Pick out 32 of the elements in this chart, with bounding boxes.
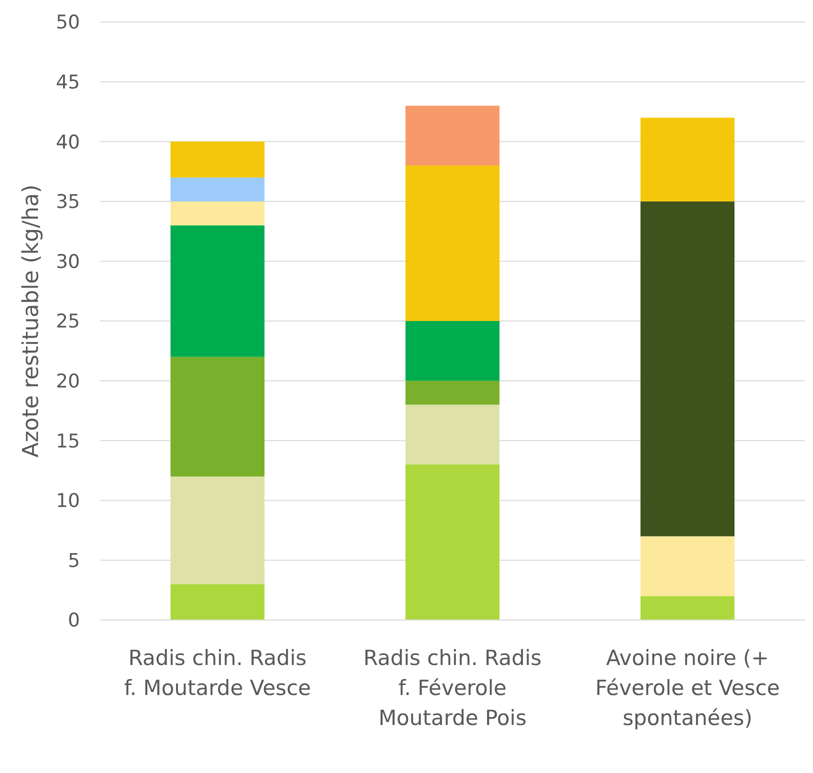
y-tick-label: 5 bbox=[68, 550, 80, 572]
bar bbox=[640, 118, 734, 202]
bar bbox=[170, 584, 264, 620]
y-axis-title: Azote restituable (kg/ha) bbox=[19, 184, 44, 458]
bar bbox=[170, 476, 264, 584]
bar bbox=[406, 321, 500, 381]
bar bbox=[406, 404, 500, 465]
bar bbox=[640, 201, 734, 536]
bar bbox=[640, 596, 734, 620]
x-tick-label: Radis chin. Radis f. Féverole Moutarde Pois bbox=[363, 646, 542, 730]
bar bbox=[170, 356, 264, 476]
bar bbox=[406, 380, 500, 405]
bar bbox=[406, 166, 500, 321]
y-tick-label: 20 bbox=[56, 370, 80, 392]
y-tick-label: 10 bbox=[56, 490, 80, 512]
y-tick-label: 45 bbox=[56, 71, 80, 94]
y-tick-label: 50 bbox=[56, 12, 80, 34]
bar bbox=[406, 106, 500, 166]
bar bbox=[170, 201, 264, 226]
bar bbox=[406, 464, 500, 620]
bar bbox=[170, 177, 264, 202]
bar bbox=[170, 225, 264, 357]
bar bbox=[170, 142, 264, 178]
y-tick-label: 30 bbox=[56, 250, 80, 273]
y-tick-label: 0 bbox=[68, 610, 80, 632]
x-tick-label: Avoine noire (+ Féverole et Vesce spontanées) bbox=[595, 646, 780, 730]
y-tick-label: 15 bbox=[56, 430, 80, 452]
bar bbox=[640, 536, 734, 596]
y-tick-label: 35 bbox=[56, 191, 80, 214]
x-tick-label: Radis chin. Radis f. Moutarde Vesce bbox=[124, 646, 311, 700]
y-tick-label: 40 bbox=[56, 131, 80, 154]
y-tick-label: 25 bbox=[56, 310, 80, 333]
